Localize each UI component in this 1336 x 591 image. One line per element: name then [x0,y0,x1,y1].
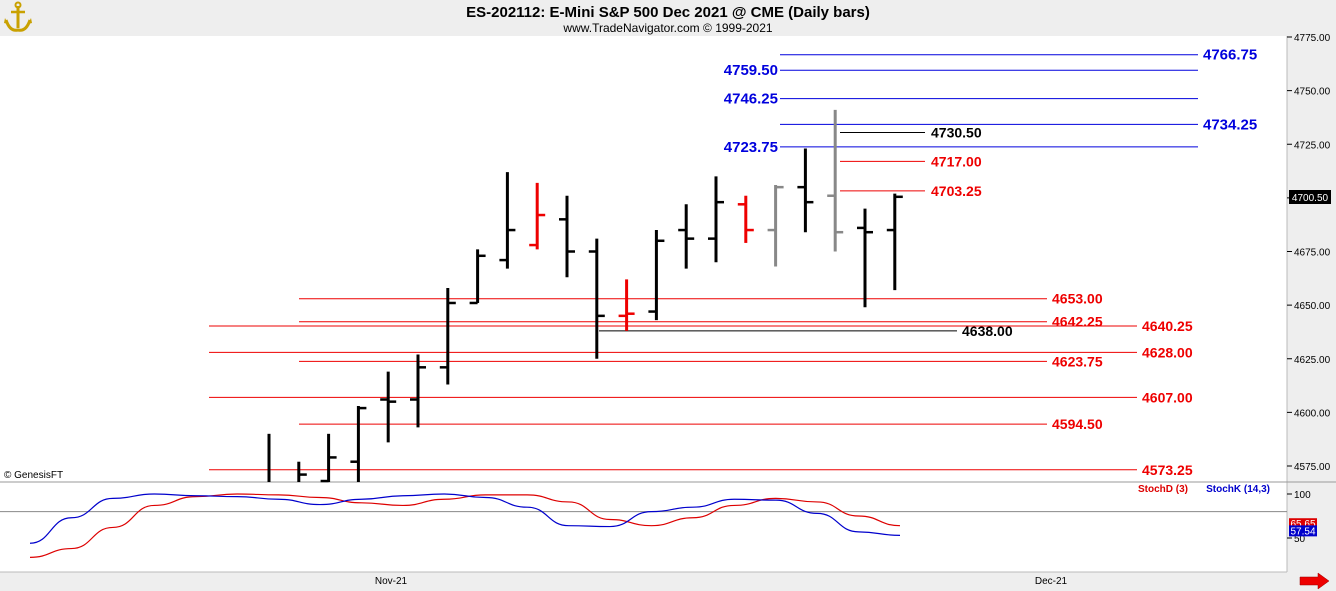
date-axis-panel [0,572,1336,591]
price-tick-label: 4750.00 [1294,87,1331,98]
level-label: 4717.00 [931,153,982,169]
level-label: 4628.00 [1142,344,1193,360]
price-tick-label: 4675.00 [1294,248,1331,259]
level-lines: 4766.75 4759.50 4746.25 4734.25 4723.75 4730.… [209,47,1257,478]
level-label: 4730.50 [931,124,982,140]
last-price-label: 4700.50 [1292,193,1329,204]
stochd-legend: StochD (3) [1138,484,1188,495]
level-label: 4766.75 [1203,47,1257,64]
level-label: 4759.50 [724,62,778,79]
price-bars [267,109,903,483]
chart-subtitle: www.TradeNavigator.com © 1999-2021 [562,21,772,35]
level-label: 4723.75 [724,139,778,156]
level-label: 4640.25 [1142,318,1193,334]
price-tick-label: 4775.00 [1294,33,1331,44]
level-label: 4642.25 [1052,314,1103,330]
stoch-series-line [29,493,901,558]
level-label: 4653.00 [1052,291,1103,307]
last-price-flag [1289,190,1331,204]
price-tick-label: 4625.00 [1294,355,1331,366]
level-label: 4746.25 [724,91,778,108]
stochk-legend: StochK (14,3) [1206,484,1270,495]
stoch-tick-label: 50 [1294,534,1306,545]
level-label: 4638.00 [962,323,1013,339]
anchor-logo-icon [4,1,32,32]
level-label: 4607.00 [1142,389,1193,405]
copyright-label: © GenesisFT [4,470,63,481]
chart-title: ES-202112: E-Mini S&P 500 Dec 2021 @ CME… [466,4,870,21]
scroll-right-arrow-icon[interactable] [1299,572,1330,590]
level-label: 4573.25 [1142,462,1193,478]
price-axis-panel [1287,36,1336,572]
stoch-last-value-label: 57.54 [1290,526,1315,537]
price-tick-label: 4575.00 [1294,462,1331,473]
date-label-dec: Dec-21 [1035,576,1068,587]
price-tick-label: 4600.00 [1294,408,1331,419]
stoch-tick-label: 100 [1294,490,1311,501]
price-tick-label: 4650.00 [1294,301,1331,312]
header-background [0,0,1336,36]
stoch-last-value-flag [1289,518,1317,530]
level-label: 4623.75 [1052,353,1103,369]
date-label-nov: Nov-21 [375,576,408,587]
stoch-last-value-label: 65.65 [1290,519,1315,530]
level-label: 4594.50 [1052,416,1103,432]
stoch-series-line [29,493,901,544]
level-label: 4703.25 [931,183,982,199]
stoch-last-value-flag [1289,525,1317,537]
price-tick-label: 4725.00 [1294,140,1331,151]
level-label: 4734.25 [1203,116,1257,133]
